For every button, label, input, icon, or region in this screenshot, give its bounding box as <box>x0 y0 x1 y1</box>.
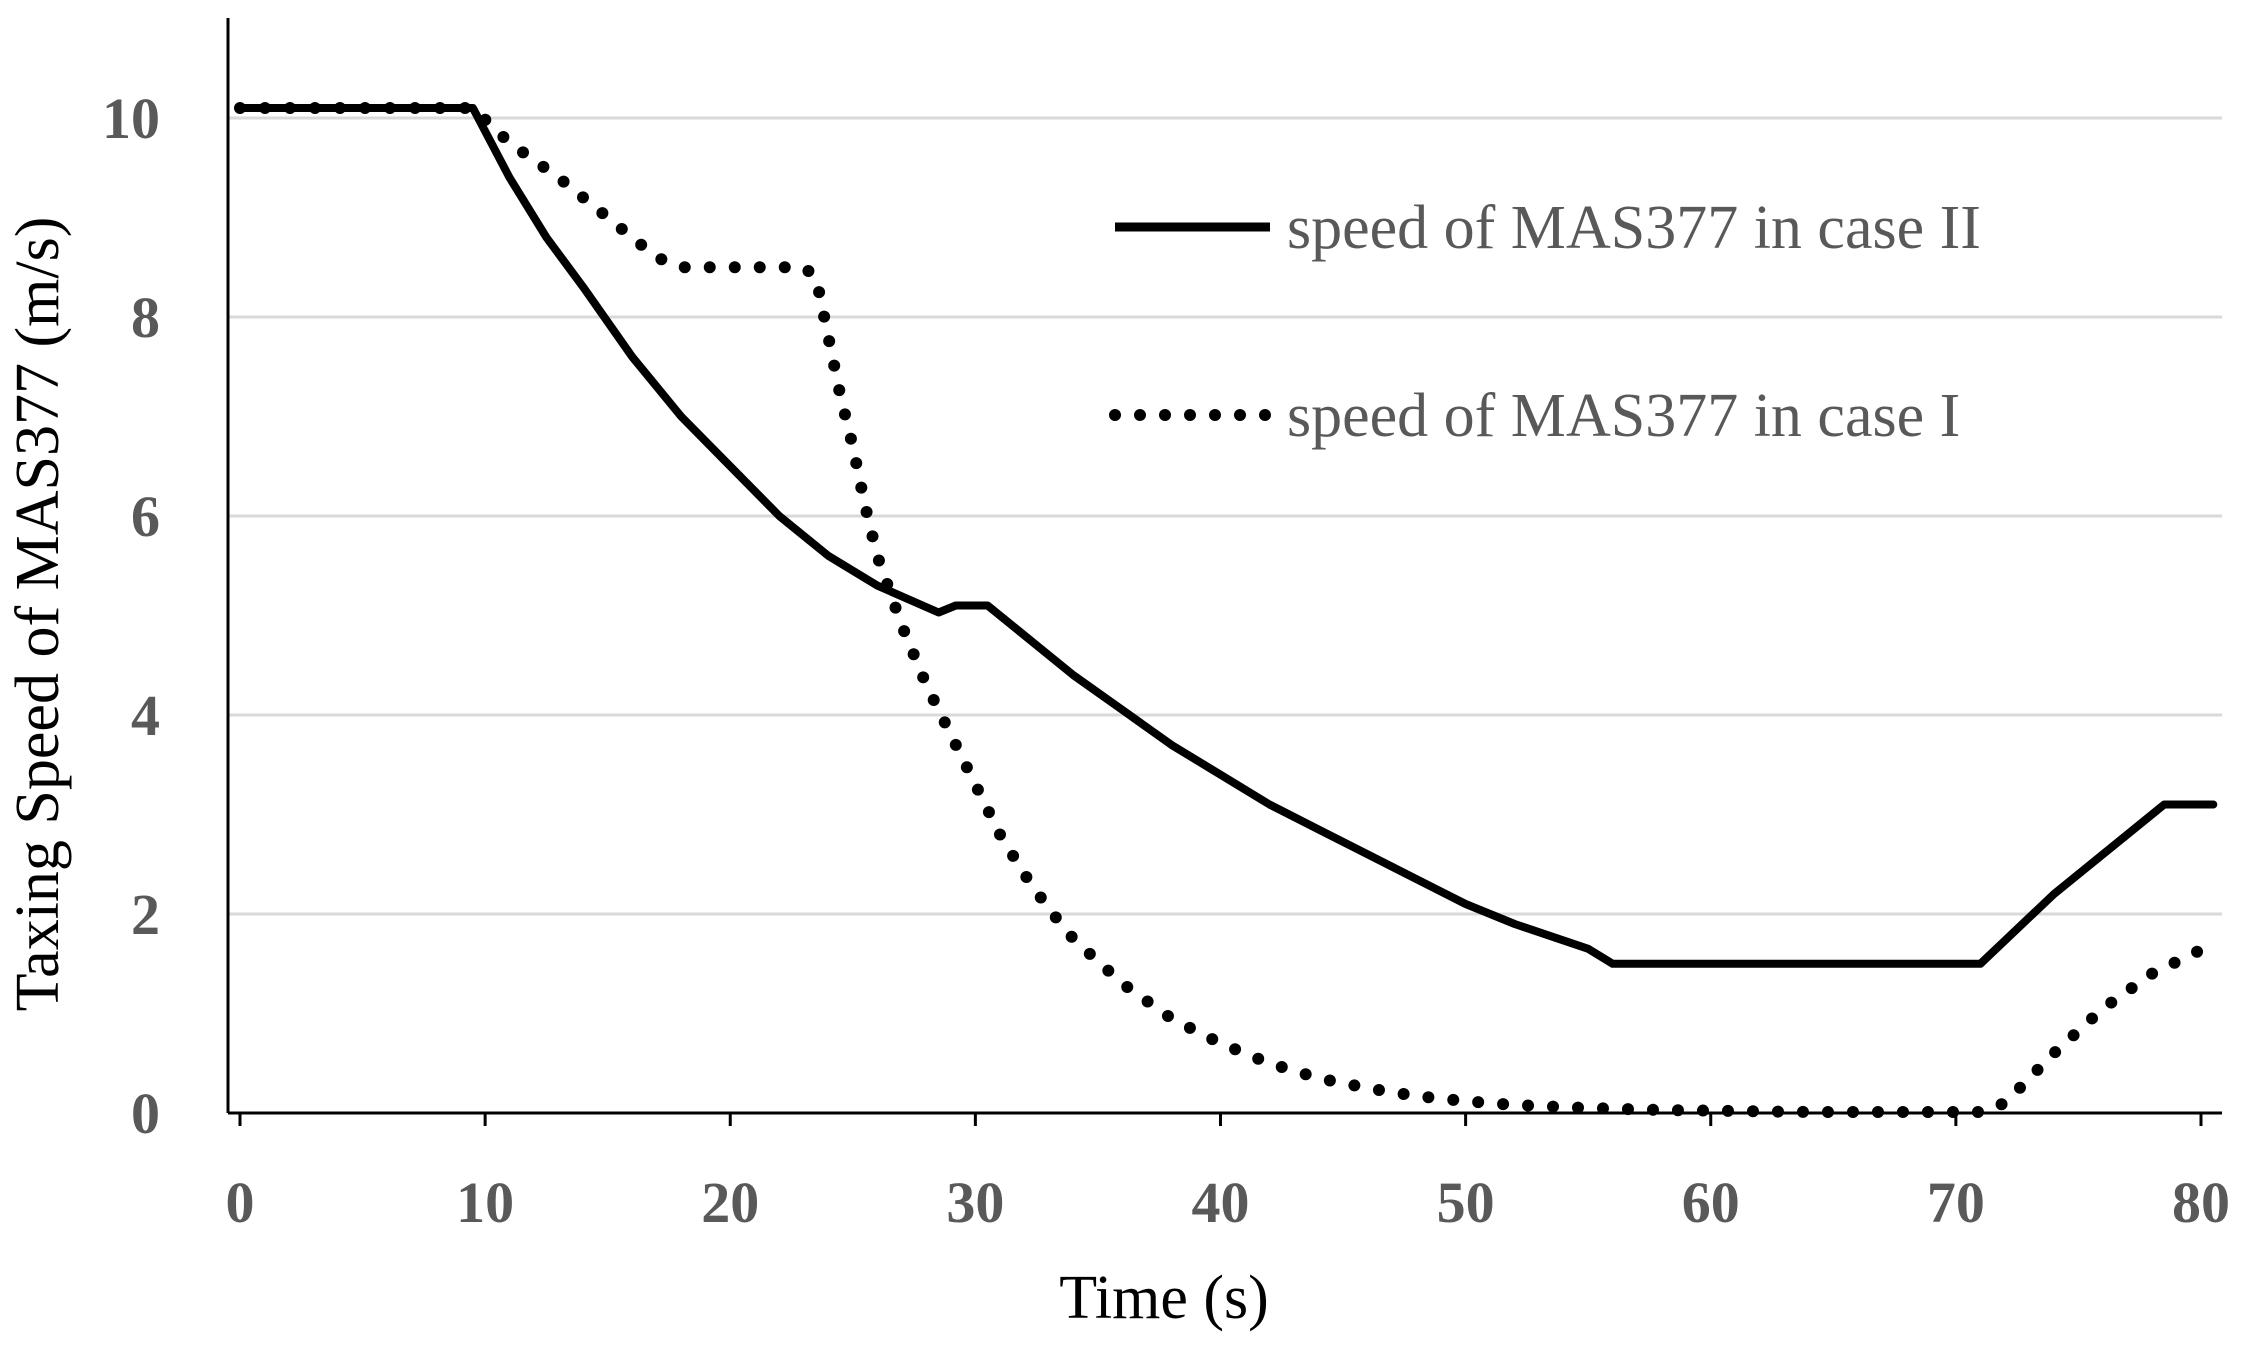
y-axis-title: Taxing Speed of MAS377 (m/s) <box>4 217 72 1012</box>
y-tick-label-6: 6 <box>131 484 160 549</box>
y-tick-label-0: 0 <box>131 1081 160 1146</box>
x-tick-label-0: 0 <box>226 1170 255 1235</box>
x-tick-label-10: 10 <box>456 1170 514 1235</box>
legend-label-case-i: speed of MAS377 in case I <box>1287 382 1960 450</box>
y-tick-label-4: 4 <box>131 683 160 748</box>
x-tick-label-60: 60 <box>1682 1170 1740 1235</box>
y-tick-labels: 0 2 4 6 8 10 <box>102 86 160 1146</box>
x-axis-title: Time (s) <box>1059 1264 1269 1332</box>
x-tick-label-20: 20 <box>701 1170 759 1235</box>
legend: speed of MAS377 in case II speed of MAS3… <box>1109 194 1981 450</box>
y-tick-label-10: 10 <box>102 86 160 151</box>
legend-label-case-ii: speed of MAS377 in case II <box>1287 194 1981 262</box>
y-tick-label-2: 2 <box>131 882 160 947</box>
x-tick-label-40: 40 <box>1192 1170 1250 1235</box>
gridlines <box>228 116 2222 916</box>
y-tick-label-8: 8 <box>131 285 160 350</box>
series-line-case-ii <box>236 104 2218 968</box>
x-tick-label-30: 30 <box>946 1170 1004 1235</box>
x-tick-label-80: 80 <box>2172 1170 2230 1235</box>
x-tick-labels: 0 10 20 30 40 50 60 70 80 <box>226 1113 2230 1235</box>
x-tick-label-70: 70 <box>1927 1170 1985 1235</box>
x-tick-label-50: 50 <box>1437 1170 1495 1235</box>
axes <box>226 18 2222 1115</box>
